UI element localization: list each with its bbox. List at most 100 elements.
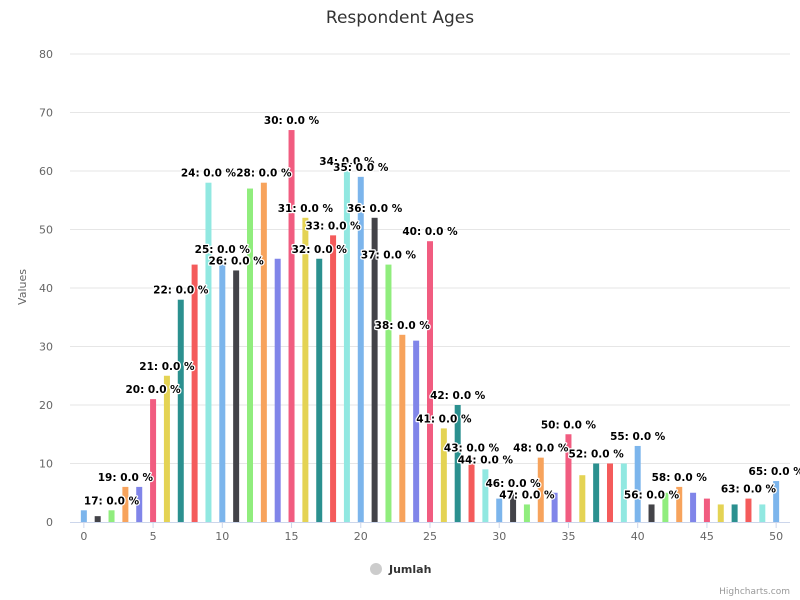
bar[interactable]: [357, 176, 364, 522]
data-label: 20: 0.0 %: [125, 384, 181, 396]
data-label: 55: 0.0 %: [610, 431, 666, 443]
bar[interactable]: [731, 504, 738, 522]
y-axis-ticks: 0 10 20 30 40 50 60 70 80: [39, 48, 53, 529]
bar[interactable]: [94, 516, 101, 522]
x-tick-label: 15: [285, 530, 299, 543]
x-axis-ticks: 0 5 10 15 20 25 30 35 40 45 50: [80, 522, 783, 543]
data-label: 38: 0.0 %: [375, 320, 431, 332]
data-label: 40: 0.0 %: [402, 226, 458, 238]
bar[interactable]: [703, 498, 710, 522]
bar[interactable]: [773, 481, 780, 522]
bar[interactable]: [343, 171, 350, 522]
data-label: 31: 0.0 %: [278, 203, 334, 215]
bar[interactable]: [454, 405, 461, 522]
bar[interactable]: [136, 486, 143, 522]
bar[interactable]: [717, 504, 724, 522]
data-label: 58: 0.0 %: [652, 472, 708, 484]
bar[interactable]: [579, 475, 586, 522]
data-label: 47: 0.0 %: [499, 489, 555, 501]
bar[interactable]: [288, 130, 295, 523]
y-tick-label: 70: [39, 107, 53, 120]
data-label: 63: 0.0 %: [721, 484, 777, 496]
bar[interactable]: [690, 492, 697, 522]
data-label: 48: 0.0 %: [513, 443, 569, 455]
bar[interactable]: [177, 299, 184, 522]
data-label: 30: 0.0 %: [264, 115, 320, 127]
bar[interactable]: [219, 258, 226, 522]
y-tick-label: 10: [39, 458, 53, 471]
y-tick-label: 50: [39, 224, 53, 237]
bar[interactable]: [510, 492, 517, 522]
legend-symbol: [370, 563, 382, 575]
bar[interactable]: [385, 264, 392, 522]
bar[interactable]: [330, 235, 337, 522]
data-label: 65: 0.0 %: [749, 466, 800, 478]
bar[interactable]: [759, 504, 766, 522]
bar[interactable]: [523, 504, 530, 522]
bar[interactable]: [634, 445, 641, 522]
y-tick-label: 80: [39, 48, 53, 61]
data-label: 52: 0.0 %: [569, 449, 625, 461]
credits-link[interactable]: Highcharts.com: [719, 587, 790, 597]
x-tick-label: 30: [492, 530, 506, 543]
bar[interactable]: [371, 217, 378, 523]
y-tick-label: 20: [39, 399, 53, 412]
x-tick-label: 45: [700, 530, 714, 543]
bar[interactable]: [482, 469, 489, 522]
bar[interactable]: [163, 375, 170, 522]
bar[interactable]: [427, 241, 433, 522]
bar[interactable]: [593, 463, 600, 523]
bars: [80, 130, 780, 523]
data-label: 32: 0.0 %: [292, 244, 348, 256]
bar[interactable]: [108, 510, 115, 522]
data-label: 36: 0.0 %: [347, 203, 403, 215]
bar[interactable]: [468, 457, 475, 522]
bar[interactable]: [565, 434, 572, 522]
x-tick-label: 10: [215, 530, 229, 543]
x-tick-label: 40: [631, 530, 645, 543]
bar[interactable]: [676, 486, 683, 522]
data-label: 25: 0.0 %: [195, 244, 251, 256]
legend-label: Jumlah: [388, 563, 431, 576]
bar[interactable]: [551, 492, 558, 522]
bar[interactable]: [607, 463, 613, 523]
data-labels: 17: 0.0 % 19: 0.0 % 20: 0.0 % 21: 0.0 % 22: …: [83, 114, 800, 509]
bar[interactable]: [274, 258, 281, 522]
bar[interactable]: [233, 270, 240, 522]
x-tick-label: 0: [80, 530, 87, 543]
data-label: 41: 0.0 %: [416, 413, 472, 425]
legend-item-jumlah[interactable]: Jumlah: [370, 563, 431, 576]
bar[interactable]: [191, 264, 198, 522]
bar[interactable]: [80, 510, 87, 522]
data-label: 26: 0.0 %: [209, 255, 265, 267]
bar[interactable]: [662, 492, 669, 522]
data-label: 50: 0.0 %: [541, 419, 597, 431]
bar[interactable]: [745, 498, 752, 522]
data-label: 43: 0.0 %: [444, 443, 500, 455]
bar[interactable]: [620, 463, 627, 523]
data-label: 34: 0.0 %: [319, 156, 375, 168]
data-label: 44: 0.0 %: [458, 454, 514, 466]
bar[interactable]: [440, 428, 447, 522]
bar[interactable]: [496, 498, 503, 522]
x-tick-label: 35: [561, 530, 575, 543]
bar[interactable]: [205, 182, 212, 522]
data-label: 35: 0.0 %: [333, 162, 389, 174]
bar[interactable]: [247, 188, 253, 523]
bar[interactable]: [122, 486, 129, 522]
y-axis-title: Values: [16, 269, 29, 305]
data-label: 24: 0.0 %: [181, 168, 237, 180]
x-tick-label: 20: [354, 530, 368, 543]
bar[interactable]: [150, 399, 157, 522]
bar[interactable]: [399, 334, 406, 522]
x-tick-label: 50: [769, 530, 783, 543]
bar[interactable]: [302, 217, 309, 523]
bar[interactable]: [537, 457, 544, 522]
bar[interactable]: [260, 182, 267, 522]
y-tick-label: 60: [39, 165, 53, 178]
data-label: 42: 0.0 %: [430, 390, 486, 402]
bar[interactable]: [648, 504, 655, 522]
bar[interactable]: [316, 258, 323, 522]
y-tick-label: 30: [39, 341, 53, 354]
bar[interactable]: [413, 340, 420, 522]
